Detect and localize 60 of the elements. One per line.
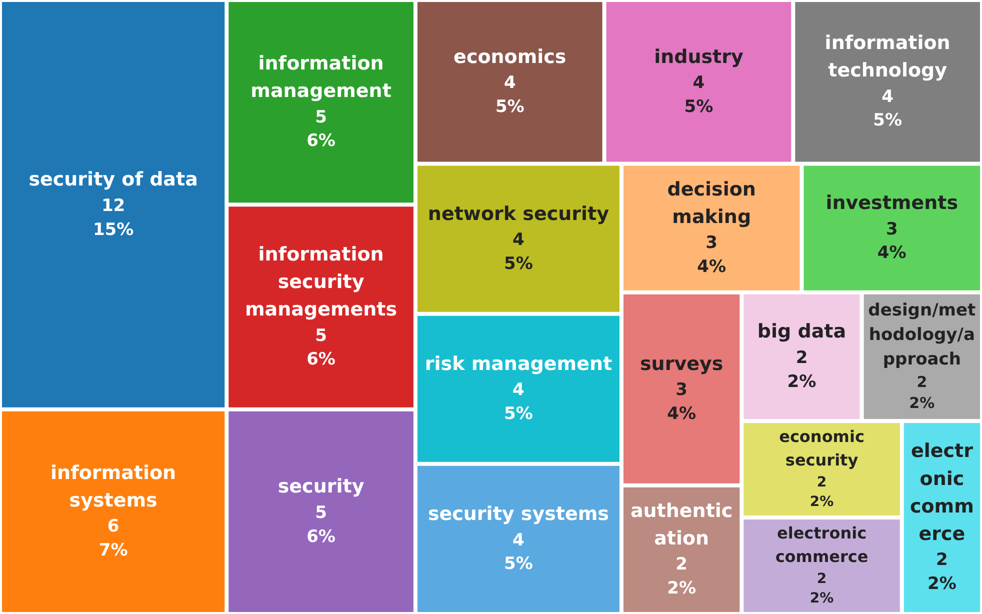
text: 2% xyxy=(667,578,696,599)
data-label: 4 xyxy=(512,230,525,250)
category-label: electronic commerce xyxy=(775,524,868,566)
data-label: 2 xyxy=(816,474,827,490)
data-label: 12 xyxy=(101,196,126,216)
text: 4% xyxy=(667,404,696,424)
text: 7% xyxy=(98,540,128,561)
category-label: big data xyxy=(757,320,846,343)
text: 5% xyxy=(495,96,524,117)
category-label: information management xyxy=(250,52,392,102)
category-label: electronic commerce xyxy=(910,440,974,545)
data-label: 4 xyxy=(692,73,705,94)
text: 4% xyxy=(697,256,726,277)
category-label: risk management xyxy=(424,352,612,375)
text: 6% xyxy=(306,350,336,370)
category-label: information security managements xyxy=(245,243,398,321)
category-label: authentication xyxy=(630,500,733,550)
text: 5% xyxy=(504,554,533,574)
category-label: information systems xyxy=(50,462,176,512)
category-label: economic security xyxy=(779,427,864,470)
text: 6% xyxy=(306,526,336,547)
data-label: 2 xyxy=(796,348,808,368)
category-label: security of data xyxy=(28,168,198,191)
text: 2% xyxy=(810,494,834,510)
category-label: security systems xyxy=(428,503,609,525)
data-label: 6 xyxy=(107,516,120,537)
data-label: 2 xyxy=(936,550,948,570)
text: 2% xyxy=(810,590,834,606)
category-label: decision making xyxy=(667,178,756,228)
category-label: design/methodology/approach xyxy=(868,300,976,370)
data-label: 3 xyxy=(886,219,898,240)
data-label: 2 xyxy=(816,570,827,587)
text: 15% xyxy=(92,220,134,240)
text: 5% xyxy=(684,96,714,117)
data-label: 4 xyxy=(882,86,894,107)
data-label: 3 xyxy=(676,380,688,400)
data-label: 4 xyxy=(504,73,516,94)
text: 5% xyxy=(504,404,533,424)
text: 2% xyxy=(909,394,935,412)
data-label: 5 xyxy=(315,326,327,346)
data-label: 4 xyxy=(512,530,525,550)
data-label: 4 xyxy=(512,380,525,400)
category-label: investments xyxy=(826,192,958,214)
data-label: 5 xyxy=(315,502,327,523)
data-label: 3 xyxy=(706,233,718,254)
category-label: surveys xyxy=(640,352,724,375)
category-label: network security xyxy=(428,202,610,225)
category-label: security xyxy=(278,476,365,498)
text: 6% xyxy=(306,131,336,152)
text: 5% xyxy=(873,110,902,131)
text: 5% xyxy=(504,254,533,274)
data-label: 2 xyxy=(916,373,928,392)
text: 2% xyxy=(787,372,816,392)
data-label: 5 xyxy=(315,107,327,128)
data-label: 2 xyxy=(676,554,688,575)
text: 2% xyxy=(928,574,956,594)
category-label: economics xyxy=(454,46,566,68)
category-label: industry xyxy=(654,46,744,68)
category-label: information technology xyxy=(824,32,950,82)
text: 4% xyxy=(877,243,906,264)
